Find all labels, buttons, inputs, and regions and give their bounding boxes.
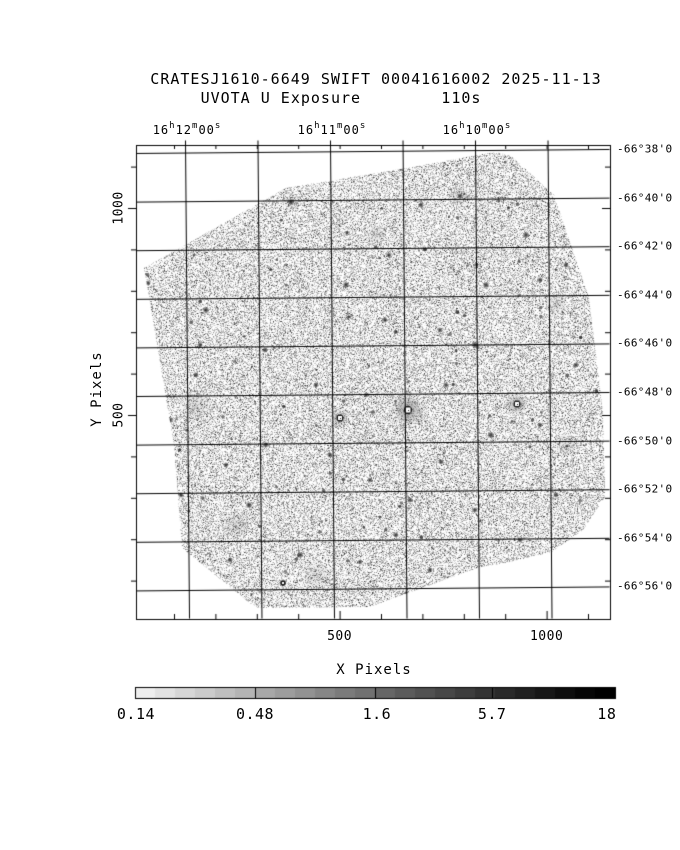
dec-tick-label: -66°42'0	[617, 239, 673, 253]
dec-tick-label: -66°48'0	[617, 385, 673, 399]
dec-tick-label: -66°38'0	[617, 142, 673, 156]
figure-subtitle: UVOTA U Exposure 110s	[200, 89, 482, 107]
dec-tick-label: -66°56'0	[617, 579, 673, 593]
x-pixel-tick-label: 1000	[529, 629, 564, 644]
colorbar-value-label: 0.48	[235, 705, 275, 723]
y-axis-title: Y Pixels	[89, 351, 105, 427]
dec-tick-label: -66°52'0	[617, 482, 673, 496]
y-pixel-tick-label: 1000	[111, 191, 127, 225]
ra-tick-label: 16h12m00s	[152, 121, 222, 137]
dec-tick-label: -66°50'0	[617, 434, 673, 448]
dec-tick-label: -66°54'0	[617, 531, 673, 545]
colorbar-value-label: 1.6	[362, 705, 392, 723]
ra-tick-label: 16h11m00s	[297, 121, 367, 137]
colorbar-value-label: 0.14	[116, 705, 156, 723]
dec-tick-label: -66°40'0	[617, 191, 673, 205]
colorbar-value-label: 5.7	[477, 705, 507, 723]
figure-title: CRATESJ1610-6649 SWIFT 00041616002 2025-…	[150, 70, 602, 88]
x-pixel-tick-label: 500	[327, 629, 353, 644]
dec-tick-label: -66°46'0	[617, 336, 673, 350]
y-pixel-tick-label: 500	[111, 402, 127, 428]
colorbar-value-label: 18	[597, 705, 617, 723]
x-axis-title: X Pixels	[336, 662, 412, 678]
dec-tick-label: -66°44'0	[617, 288, 673, 302]
ra-tick-label: 16h10m00s	[442, 121, 512, 137]
